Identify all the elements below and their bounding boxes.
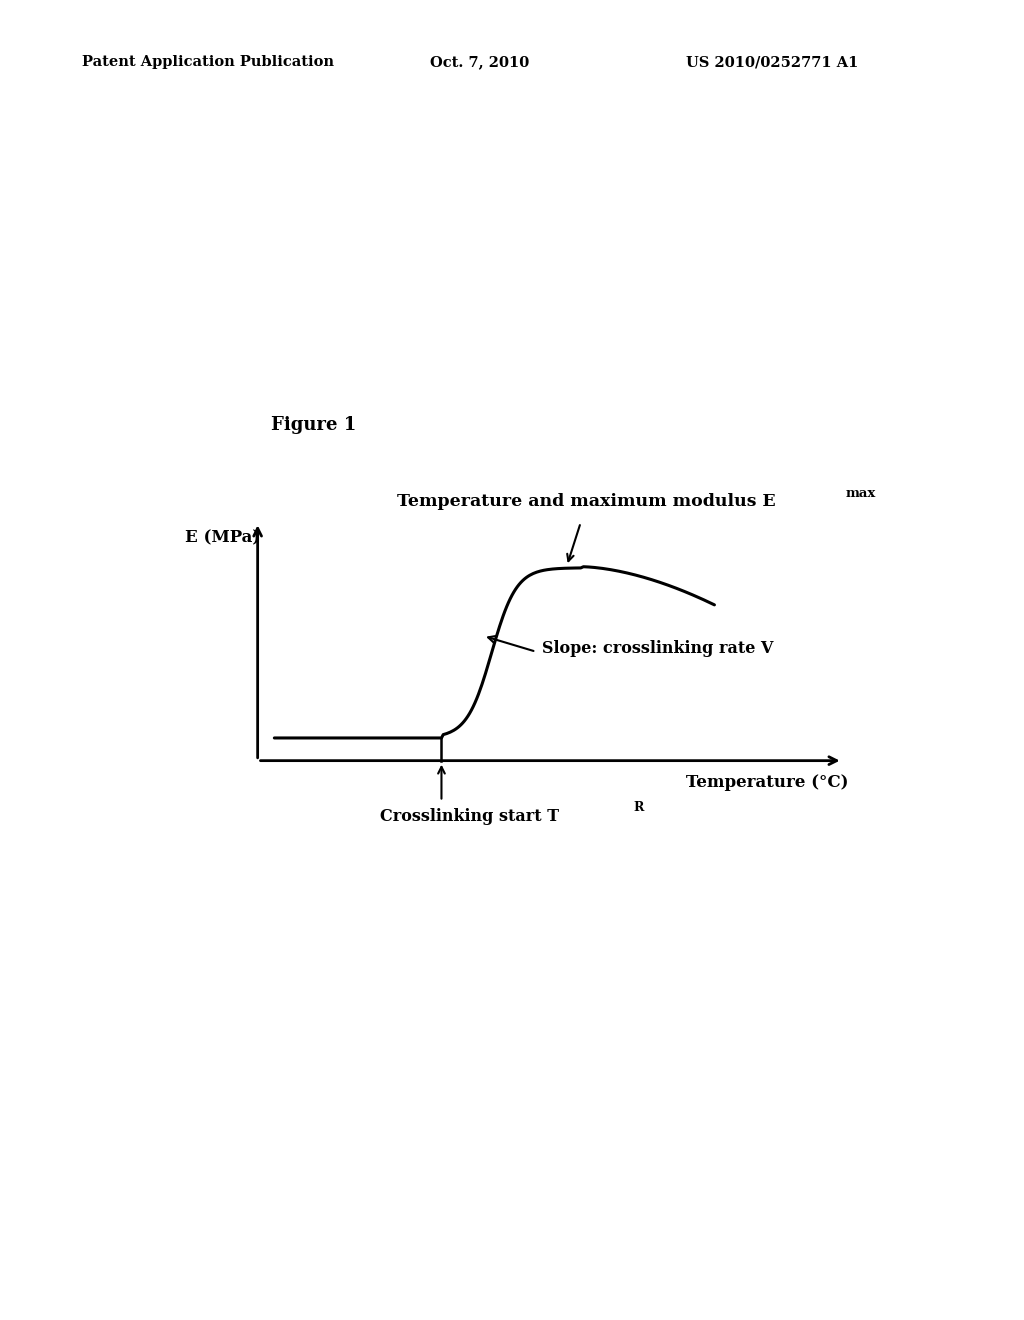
Text: max: max [846,487,876,500]
Text: Temperature (°C): Temperature (°C) [686,775,848,791]
Text: Crosslinking start T: Crosslinking start T [380,808,559,825]
Text: Patent Application Publication: Patent Application Publication [82,55,334,70]
Text: Slope: crosslinking rate V: Slope: crosslinking rate V [542,640,773,657]
Text: R: R [634,801,644,814]
Text: Oct. 7, 2010: Oct. 7, 2010 [430,55,529,70]
Text: Temperature and maximum modulus E: Temperature and maximum modulus E [397,492,775,510]
Text: E (MPa): E (MPa) [185,529,260,546]
Text: US 2010/0252771 A1: US 2010/0252771 A1 [686,55,858,70]
Text: Figure 1: Figure 1 [271,416,356,434]
